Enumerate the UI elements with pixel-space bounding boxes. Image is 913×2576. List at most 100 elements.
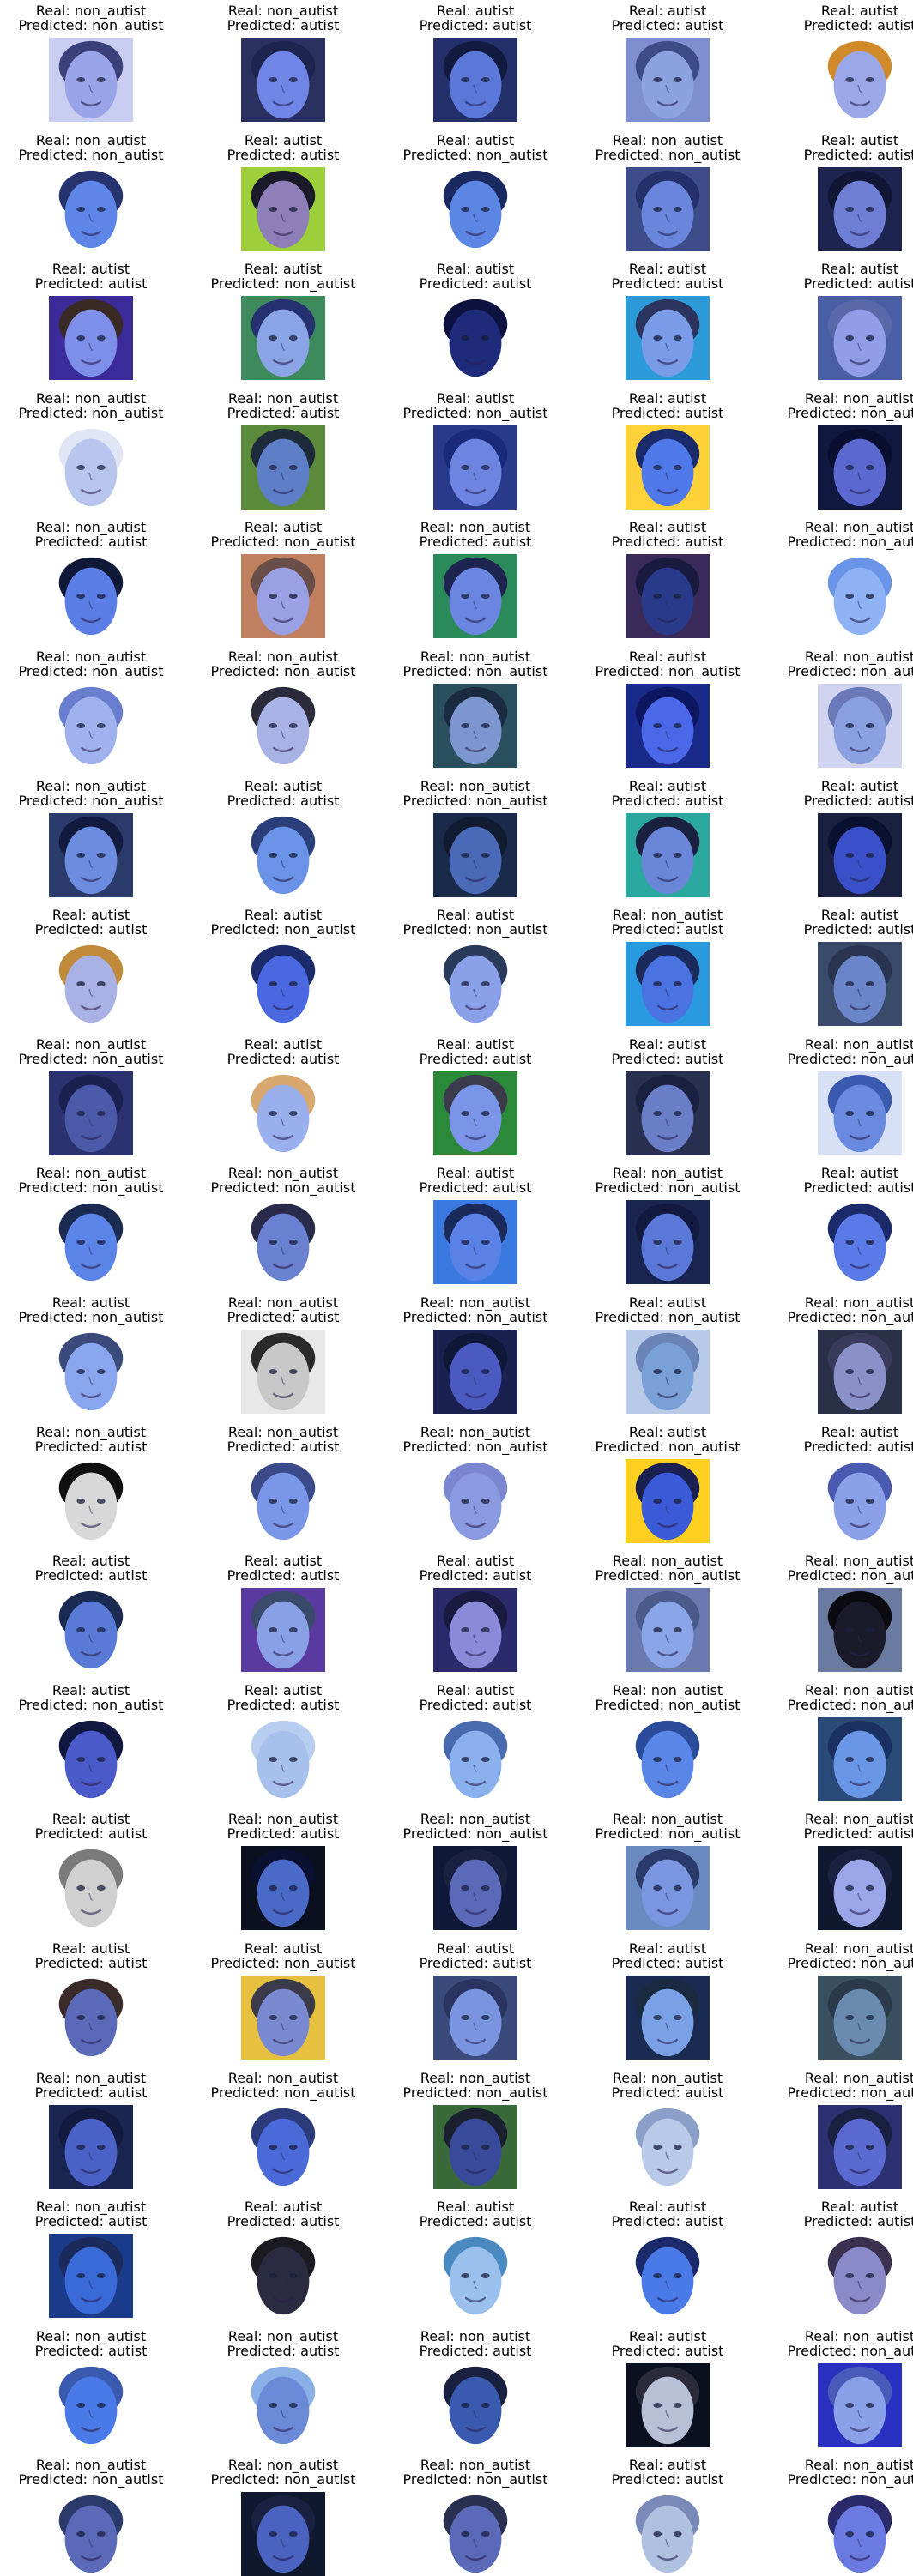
real-label: Real: non_autist <box>420 519 531 535</box>
predicted-label: Predicted: non_autist <box>595 663 741 679</box>
face-photo <box>818 1588 902 1672</box>
predicted-label: Predicted: autist <box>611 921 724 938</box>
predicted-label: Predicted: autist <box>611 275 724 292</box>
real-label: Real: non_autist <box>227 1294 339 1311</box>
real-label: Real: non_autist <box>804 390 913 407</box>
face-photo <box>433 1200 517 1284</box>
face-photo <box>49 2363 133 2447</box>
face-photo <box>241 1976 325 2060</box>
predicted-label: Predicted: autist <box>34 2213 148 2229</box>
face-photo <box>49 1717 133 1801</box>
real-label: Real: non_autist <box>35 1424 147 1440</box>
predicted-label: Predicted: autist <box>611 1051 724 1067</box>
face-photo <box>818 425 902 510</box>
real-label: Real: autist <box>820 1424 899 1440</box>
predicted-label: Predicted: non_autist <box>18 793 164 809</box>
real-label: Real: non_autist <box>35 2328 147 2344</box>
real-label: Real: non_autist <box>35 3 147 19</box>
predicted-label: Predicted: autist <box>227 1697 340 1713</box>
predicted-label: Predicted: autist <box>803 17 913 33</box>
face-photo <box>241 2492 325 2576</box>
real-label: Real: non_autist <box>35 778 147 794</box>
face-photo <box>241 1846 325 1930</box>
real-label: Real: autist <box>244 2199 323 2215</box>
face-photo <box>49 1846 133 1930</box>
predicted-label: Predicted: non_autist <box>595 1567 741 1584</box>
real-label: Real: non_autist <box>420 778 531 794</box>
predicted-label: Predicted: non_autist <box>787 2343 913 2359</box>
face-photo <box>433 813 517 897</box>
real-label: Real: non_autist <box>35 2457 147 2473</box>
face-photo <box>626 813 710 897</box>
predicted-label: Predicted: non_autist <box>595 1309 741 1325</box>
predicted-label: Predicted: autist <box>611 2471 724 2488</box>
predicted-label: Predicted: non_autist <box>787 2471 913 2488</box>
face-photo <box>818 1459 902 1543</box>
real-label: Real: non_autist <box>35 2070 147 2086</box>
face-photo <box>433 1588 517 1672</box>
face-photo <box>49 2234 133 2318</box>
predicted-label: Predicted: autist <box>611 17 724 33</box>
real-label: Real: autist <box>820 2199 899 2215</box>
real-label: Real: non_autist <box>804 2070 913 2086</box>
face-photo <box>49 167 133 251</box>
real-label: Real: non_autist <box>612 2070 723 2086</box>
predicted-label: Predicted: non_autist <box>787 534 913 550</box>
predicted-label: Predicted: non_autist <box>18 405 164 421</box>
predicted-label: Predicted: non_autist <box>210 663 356 679</box>
real-label: Real: autist <box>244 261 323 277</box>
real-label: Real: autist <box>244 519 323 535</box>
real-label: Real: non_autist <box>804 649 913 665</box>
face-photo <box>818 1846 902 1930</box>
predicted-label: Predicted: autist <box>803 275 913 292</box>
face-photo <box>433 2105 517 2189</box>
real-label: Real: autist <box>820 132 899 148</box>
predicted-label: Predicted: non_autist <box>18 663 164 679</box>
face-photo <box>241 1071 325 1155</box>
face-photo <box>626 425 710 510</box>
real-label: Real: autist <box>436 261 515 277</box>
predicted-label: Predicted: non_autist <box>210 2084 356 2101</box>
face-photo <box>626 1459 710 1543</box>
face-photo <box>49 684 133 768</box>
predicted-label: Predicted: autist <box>611 405 724 421</box>
face-photo <box>241 684 325 768</box>
real-label: Real: non_autist <box>804 1553 913 1569</box>
predicted-label: Predicted: non_autist <box>787 1051 913 1067</box>
real-label: Real: non_autist <box>227 2328 339 2344</box>
predicted-label: Predicted: non_autist <box>402 147 548 163</box>
real-label: Real: non_autist <box>227 2457 339 2473</box>
face-photo <box>626 296 710 380</box>
real-label: Real: autist <box>820 778 899 794</box>
real-label: Real: autist <box>820 3 899 19</box>
face-photo <box>49 2105 133 2189</box>
real-label: Real: non_autist <box>35 132 147 148</box>
face-photo <box>818 1330 902 1414</box>
predicted-label: Predicted: autist <box>803 2213 913 2229</box>
face-photo <box>818 2234 902 2318</box>
real-label: Real: autist <box>628 1294 707 1311</box>
predicted-label: Predicted: autist <box>803 147 913 163</box>
real-label: Real: non_autist <box>612 1682 723 1698</box>
real-label: Real: autist <box>628 3 707 19</box>
face-photo <box>241 38 325 122</box>
face-photo <box>241 2363 325 2447</box>
predicted-label: Predicted: non_autist <box>402 1439 548 1455</box>
real-label: Real: non_autist <box>35 390 147 407</box>
face-photo <box>626 684 710 768</box>
predicted-label: Predicted: autist <box>419 1179 532 1196</box>
real-label: Real: non_autist <box>612 1165 723 1181</box>
face-photo <box>626 2105 710 2189</box>
predicted-label: Predicted: autist <box>611 2213 724 2229</box>
predicted-label: Predicted: autist <box>227 1439 340 1455</box>
face-photo <box>818 2492 902 2576</box>
face-photo <box>433 425 517 510</box>
face-photo <box>49 942 133 1026</box>
predicted-label: Predicted: non_autist <box>402 2084 548 2101</box>
real-label: Real: non_autist <box>804 1294 913 1311</box>
face-photo <box>818 38 902 122</box>
face-photo <box>241 167 325 251</box>
face-photo <box>241 425 325 510</box>
real-label: Real: non_autist <box>804 2328 913 2344</box>
real-label: Real: autist <box>628 390 707 407</box>
